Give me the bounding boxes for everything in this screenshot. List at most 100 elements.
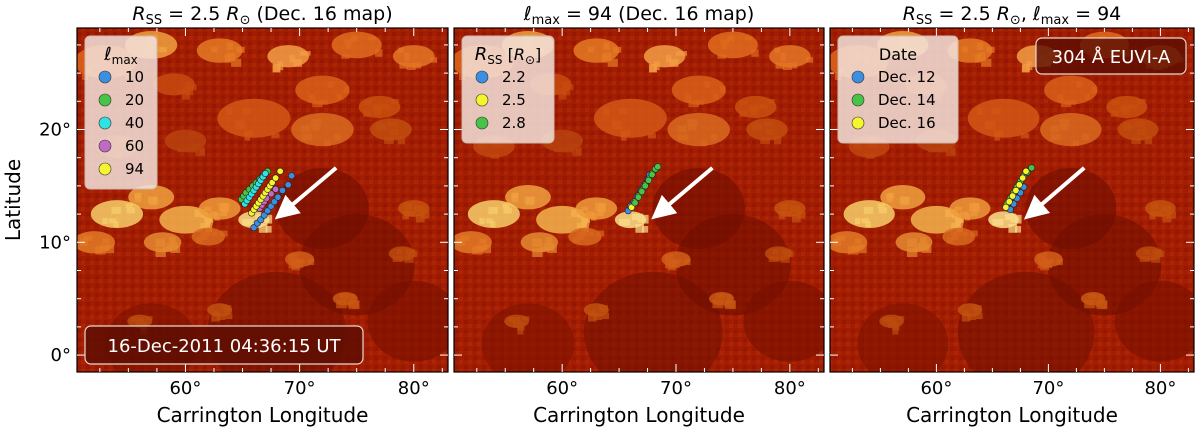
bright-pixel bbox=[113, 221, 119, 228]
bright-pixel bbox=[685, 94, 692, 103]
bright-pixel bbox=[187, 132, 197, 138]
bright-structure bbox=[643, 45, 686, 68]
x-tick-label: 70° bbox=[1032, 378, 1064, 399]
bright-pixel bbox=[773, 136, 782, 145]
panel-2: 60° 70° 80° Carrington Longitude ℓmax = 94 (… bbox=[453, 3, 825, 427]
x-tick-label: 80° bbox=[398, 378, 430, 399]
bright-pixel bbox=[704, 81, 711, 88]
bright-pixel bbox=[244, 130, 254, 137]
bright-pixel bbox=[203, 230, 211, 236]
bright-pixel bbox=[857, 244, 867, 254]
legend: Date Dec. 12 Dec. 14 Dec. 16 bbox=[837, 35, 959, 144]
legend-entry-label: 40 bbox=[125, 114, 144, 132]
bright-pixel bbox=[381, 104, 391, 109]
bright-pixel bbox=[611, 120, 622, 130]
bright-pixel bbox=[334, 133, 341, 141]
bright-pixel bbox=[482, 244, 492, 254]
bright-pixel bbox=[991, 108, 1001, 115]
legend-marker bbox=[851, 93, 865, 107]
bright-pixel bbox=[429, 57, 438, 63]
bright-pixel bbox=[713, 94, 719, 100]
bright-pixel bbox=[767, 99, 775, 104]
bright-pixel bbox=[186, 147, 197, 153]
legend-entry-label: Dec. 16 bbox=[878, 114, 936, 132]
bright-pixel bbox=[524, 196, 535, 204]
bright-pixel bbox=[145, 316, 153, 321]
bright-pixel bbox=[220, 230, 228, 237]
bright-pixel bbox=[986, 46, 995, 53]
bright-pixel bbox=[472, 246, 483, 255]
bright-pixel bbox=[961, 46, 968, 53]
bright-pixel bbox=[345, 43, 351, 50]
bright-pixel bbox=[404, 52, 410, 61]
bright-pixel bbox=[226, 42, 234, 50]
x-tick-label: 70° bbox=[284, 378, 316, 399]
bright-pixel bbox=[757, 124, 763, 130]
bright-pixel bbox=[390, 129, 399, 135]
data-point bbox=[1002, 203, 1010, 211]
y-tick-label: 0° bbox=[51, 345, 71, 366]
bright-pixel bbox=[532, 248, 543, 258]
legend-entry-label: 20 bbox=[125, 91, 144, 109]
bright-pixel bbox=[226, 107, 233, 116]
bright-pixel bbox=[854, 238, 862, 244]
bright-pixel bbox=[975, 312, 983, 320]
bright-pixel bbox=[1084, 299, 1095, 309]
bright-pixel bbox=[391, 99, 399, 104]
bright-pixel bbox=[751, 122, 759, 131]
bright-pixel bbox=[387, 121, 398, 127]
bright-pixel bbox=[571, 209, 582, 218]
bright-pixel bbox=[1091, 86, 1098, 94]
panel-title: RSS = 2.5 R⊙, ℓmax = 94 bbox=[903, 3, 1122, 28]
legend-marker bbox=[475, 70, 489, 84]
bright-pixel bbox=[887, 319, 897, 328]
bright-pixel bbox=[720, 39, 730, 44]
legend-marker bbox=[475, 93, 489, 107]
bright-pixel bbox=[1139, 256, 1150, 262]
bright-structure bbox=[291, 112, 354, 147]
bright-structure bbox=[667, 112, 730, 147]
bright-pixel bbox=[607, 58, 618, 67]
series-group bbox=[237, 167, 296, 232]
bright-pixel bbox=[83, 235, 93, 241]
bright-pixel bbox=[945, 148, 956, 157]
bright-pixel bbox=[1134, 121, 1145, 127]
bright-pixel bbox=[649, 64, 657, 73]
legend-entry-label: Dec. 12 bbox=[878, 68, 936, 86]
legend-title: RSS [R⊙] bbox=[475, 44, 542, 67]
bright-pixel bbox=[211, 46, 218, 53]
bright-pixel bbox=[956, 218, 964, 226]
bright-pixel bbox=[156, 47, 168, 53]
bright-pixel bbox=[1098, 294, 1104, 303]
bright-pixel bbox=[166, 243, 178, 251]
bright-pixel bbox=[760, 137, 770, 144]
bright-structure bbox=[217, 98, 291, 138]
bright-pixel bbox=[404, 211, 416, 217]
bright-pixel bbox=[1128, 104, 1139, 109]
bright-pixel bbox=[408, 250, 418, 258]
legend-entry-label: Dec. 14 bbox=[878, 91, 936, 109]
bright-pixel bbox=[790, 205, 801, 213]
bright-pixel bbox=[522, 316, 530, 321]
bright-pixel bbox=[1131, 137, 1141, 144]
bright-pixel bbox=[1005, 213, 1012, 221]
arrow-pointer bbox=[651, 166, 714, 220]
bright-pixel bbox=[725, 300, 736, 310]
bright-pixel bbox=[985, 120, 996, 130]
bright-pixel bbox=[613, 46, 622, 53]
bright-pixel bbox=[571, 148, 582, 157]
bright-pixel bbox=[854, 218, 861, 225]
bright-pixel bbox=[664, 253, 674, 261]
bright-pixel bbox=[562, 147, 574, 153]
bright-pixel bbox=[886, 194, 894, 203]
bright-pixel bbox=[1010, 213, 1017, 223]
bright-pixel bbox=[963, 310, 969, 317]
bright-pixel bbox=[1084, 94, 1090, 100]
bright-pixel bbox=[1067, 100, 1076, 105]
x-axis-label: Carrington Longitude bbox=[533, 403, 745, 427]
bright-pixel bbox=[950, 231, 957, 236]
bright-pixel bbox=[677, 133, 689, 141]
bright-pixel bbox=[479, 238, 487, 244]
bright-pixel bbox=[392, 256, 403, 262]
data-point bbox=[274, 193, 282, 201]
